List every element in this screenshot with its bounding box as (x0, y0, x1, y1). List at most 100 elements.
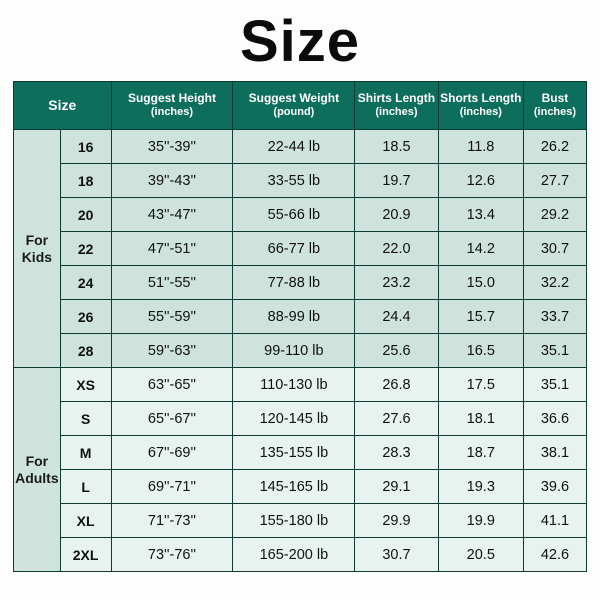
size-table: Size Suggest Height (inches) Suggest Wei… (13, 81, 587, 572)
cell-height: 55''-59'' (111, 300, 233, 334)
cell-weight: 22-44 lb (233, 130, 355, 164)
cell-height: 71''-73'' (111, 504, 233, 538)
col-shorts-unit: (inches) (439, 106, 523, 119)
cell-size: 26 (60, 300, 111, 334)
cell-height: 59''-63'' (111, 334, 233, 368)
cell-bust: 42.6 (523, 538, 586, 572)
cell-shorts: 14.2 (438, 232, 523, 266)
table-row: ForKids1635''-39''22-44 lb18.511.826.2 (14, 130, 587, 164)
col-shirts-unit: (inches) (355, 106, 437, 119)
cell-shirts: 29.1 (355, 470, 438, 504)
cell-height: 63''-65'' (111, 368, 233, 402)
cell-bust: 27.7 (523, 164, 586, 198)
cell-size: XL (60, 504, 111, 538)
table-row: M67''-69''135-155 lb28.318.738.1 (14, 436, 587, 470)
cell-shorts: 19.3 (438, 470, 523, 504)
cell-weight: 99-110 lb (233, 334, 355, 368)
cell-bust: 30.7 (523, 232, 586, 266)
group-label: ForAdults (14, 368, 61, 572)
cell-bust: 35.1 (523, 334, 586, 368)
cell-bust: 39.6 (523, 470, 586, 504)
cell-size: 18 (60, 164, 111, 198)
cell-size: L (60, 470, 111, 504)
cell-shorts: 18.7 (438, 436, 523, 470)
cell-shirts: 19.7 (355, 164, 438, 198)
table-row: 1839''-43''33-55 lb19.712.627.7 (14, 164, 587, 198)
cell-shirts: 27.6 (355, 402, 438, 436)
cell-size: 22 (60, 232, 111, 266)
cell-shirts: 18.5 (355, 130, 438, 164)
cell-shorts: 13.4 (438, 198, 523, 232)
col-shorts-label: Shorts Length (440, 91, 521, 105)
cell-shirts: 22.0 (355, 232, 438, 266)
cell-shirts: 23.2 (355, 266, 438, 300)
col-bust-label: Bust (542, 91, 569, 105)
cell-bust: 29.2 (523, 198, 586, 232)
cell-shorts: 16.5 (438, 334, 523, 368)
table-body: ForKids1635''-39''22-44 lb18.511.826.218… (14, 130, 587, 572)
cell-size: 2XL (60, 538, 111, 572)
cell-shorts: 15.7 (438, 300, 523, 334)
cell-height: 51''-55'' (111, 266, 233, 300)
cell-weight: 135-155 lb (233, 436, 355, 470)
col-weight-label: Suggest Weight (249, 91, 339, 105)
cell-shorts: 19.9 (438, 504, 523, 538)
cell-size: S (60, 402, 111, 436)
cell-height: 39''-43'' (111, 164, 233, 198)
table-row: XL71''-73''155-180 lb29.919.941.1 (14, 504, 587, 538)
cell-bust: 38.1 (523, 436, 586, 470)
cell-bust: 36.6 (523, 402, 586, 436)
cell-size: 16 (60, 130, 111, 164)
cell-size: 28 (60, 334, 111, 368)
col-height-unit: (inches) (112, 106, 233, 119)
size-table-container: Size Suggest Height (inches) Suggest Wei… (13, 81, 587, 572)
cell-shirts: 24.4 (355, 300, 438, 334)
col-bust-unit: (inches) (524, 106, 586, 119)
cell-weight: 120-145 lb (233, 402, 355, 436)
cell-weight: 145-165 lb (233, 470, 355, 504)
cell-size: XS (60, 368, 111, 402)
col-height-label: Suggest Height (128, 91, 216, 105)
cell-bust: 33.7 (523, 300, 586, 334)
cell-weight: 66-77 lb (233, 232, 355, 266)
col-weight-unit: (pound) (233, 106, 354, 119)
cell-weight: 33-55 lb (233, 164, 355, 198)
cell-height: 65''-67'' (111, 402, 233, 436)
cell-weight: 155-180 lb (233, 504, 355, 538)
cell-bust: 26.2 (523, 130, 586, 164)
col-bust: Bust (inches) (523, 82, 586, 130)
col-shirts-label: Shirts Length (358, 91, 435, 105)
cell-shirts: 20.9 (355, 198, 438, 232)
cell-shirts: 30.7 (355, 538, 438, 572)
cell-shorts: 15.0 (438, 266, 523, 300)
cell-shorts: 20.5 (438, 538, 523, 572)
cell-bust: 41.1 (523, 504, 586, 538)
cell-shirts: 29.9 (355, 504, 438, 538)
cell-shorts: 17.5 (438, 368, 523, 402)
cell-size: M (60, 436, 111, 470)
cell-size: 20 (60, 198, 111, 232)
cell-shirts: 26.8 (355, 368, 438, 402)
table-row: 2247''-51''66-77 lb22.014.230.7 (14, 232, 587, 266)
table-row: 2XL73''-76''165-200 lb30.720.542.6 (14, 538, 587, 572)
cell-height: 43''-47'' (111, 198, 233, 232)
table-row: S65''-67''120-145 lb27.618.136.6 (14, 402, 587, 436)
cell-shirts: 28.3 (355, 436, 438, 470)
table-row: 2859''-63''99-110 lb25.616.535.1 (14, 334, 587, 368)
cell-height: 69''-71'' (111, 470, 233, 504)
table-row: L69''-71''145-165 lb29.119.339.6 (14, 470, 587, 504)
col-size: Size (14, 82, 112, 130)
cell-weight: 88-99 lb (233, 300, 355, 334)
col-weight: Suggest Weight (pound) (233, 82, 355, 130)
cell-height: 67''-69'' (111, 436, 233, 470)
cell-bust: 35.1 (523, 368, 586, 402)
col-shirts: Shirts Length (inches) (355, 82, 438, 130)
cell-bust: 32.2 (523, 266, 586, 300)
cell-weight: 110-130 lb (233, 368, 355, 402)
cell-weight: 55-66 lb (233, 198, 355, 232)
cell-shorts: 18.1 (438, 402, 523, 436)
col-height: Suggest Height (inches) (111, 82, 233, 130)
cell-weight: 77-88 lb (233, 266, 355, 300)
table-row: 2451''-55''77-88 lb23.215.032.2 (14, 266, 587, 300)
cell-height: 35''-39'' (111, 130, 233, 164)
